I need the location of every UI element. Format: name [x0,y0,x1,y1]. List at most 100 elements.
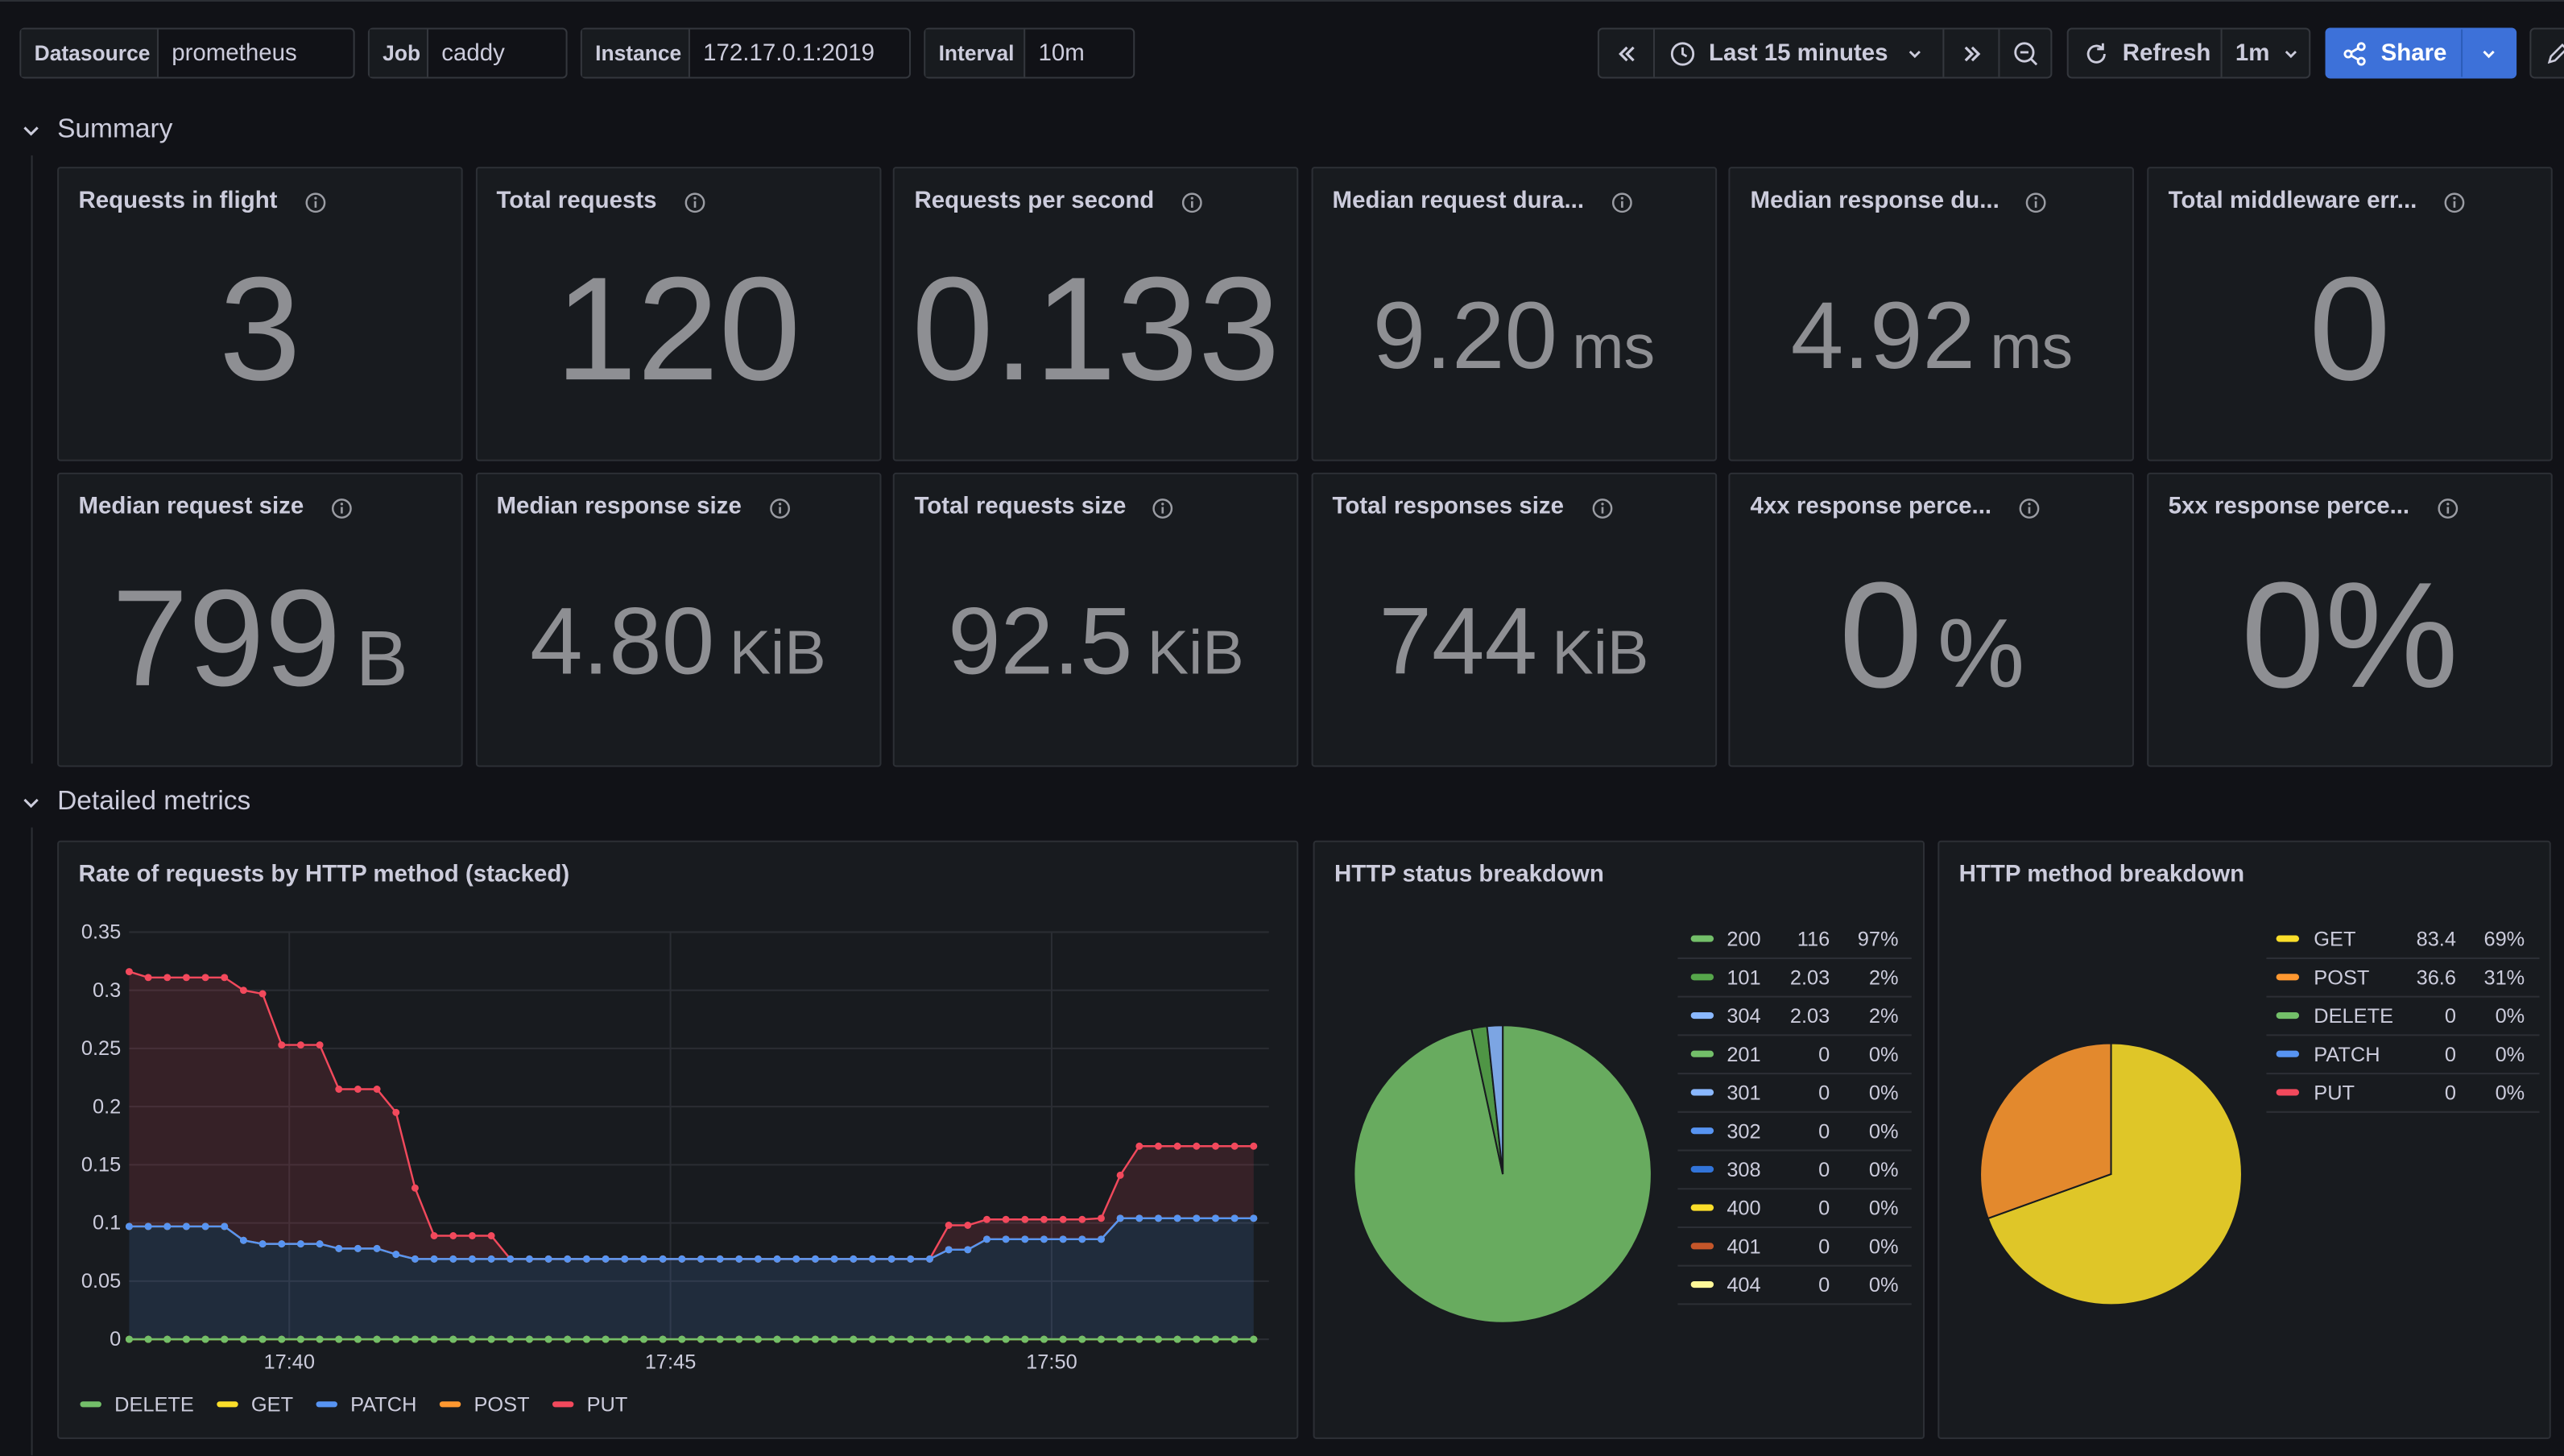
data-point [144,1335,152,1343]
data-point [1002,1335,1010,1343]
legend-label[interactable]: PATCH [2314,1044,2380,1066]
refresh-interval-picker[interactable]: 1m [2223,30,2310,77]
shift-back[interactable] [1599,29,1655,77]
data-point [507,1255,515,1263]
legend-label[interactable]: 401 [1727,1235,1760,1258]
share-button[interactable]: Share [2327,29,2463,77]
info-icon[interactable] [1611,192,1633,214]
stat-number: 0 [1838,552,1923,720]
info-icon[interactable] [304,192,327,214]
pie-slice[interactable] [1486,1024,1504,1175]
variable-value[interactable]: 10m [1025,30,1133,77]
legend-value: 2.03 [1790,966,1830,989]
refresh-label: Refresh [2122,39,2211,67]
row-chevron[interactable] [19,792,42,814]
stat-number: 799 [111,560,341,715]
row-title[interactable]: Summary [57,114,173,144]
info-icon[interactable] [1590,497,1613,519]
data-point [373,1244,381,1252]
info-icon[interactable] [1181,192,1203,214]
data-point [1040,1215,1048,1223]
row-chevron[interactable] [19,119,42,142]
info-icon[interactable] [768,497,791,519]
data-point [1173,1335,1181,1343]
stat-unit: KiB [1147,619,1244,689]
share-menu[interactable] [2463,30,2515,77]
legend-swatch [316,1401,337,1408]
variable-value[interactable]: caddy [428,30,566,77]
stat-panel: Requests in flight 3 [57,167,463,461]
legend-label[interactable]: DELETE [2314,1005,2393,1028]
data-point [239,1236,247,1244]
legend-label[interactable]: 304 [1727,1005,1760,1028]
data-point [1098,1235,1105,1243]
stat-number: 4.92 [1790,283,1975,390]
legend-percent: 0% [1869,1235,1899,1258]
variable-value[interactable]: 172.17.0.1:2019 [690,30,909,77]
data-point [1040,1235,1048,1243]
data-point [125,968,133,976]
legend-swatch [439,1401,461,1408]
data-point [125,1222,133,1231]
data-point [316,1335,324,1343]
legend-label[interactable]: POST [474,1393,529,1416]
data-point [887,1335,895,1343]
legend-label[interactable]: 201 [1727,1044,1760,1066]
info-icon[interactable] [2443,192,2466,214]
legend-label[interactable]: 302 [1727,1120,1760,1143]
data-point [296,1240,304,1248]
legend-label[interactable]: 101 [1727,966,1760,989]
stat-value: 4.80 KiB [477,594,879,709]
info-icon[interactable] [330,497,353,519]
panel-title: Total requests size [914,494,1127,520]
legend-swatch [217,1401,238,1408]
data-point [1021,1235,1029,1243]
data-point [850,1335,858,1343]
stat-panel: 4xx response perce... 0% [1729,472,2135,767]
variable-value[interactable]: prometheus [159,30,354,77]
legend-value: 0 [1818,1120,1830,1143]
edit-button[interactable] [2529,27,2564,79]
pie-slice[interactable] [1979,1042,2112,1220]
legend-label[interactable]: GET [251,1393,293,1416]
zoom-out[interactable] [2000,30,2050,77]
info-icon[interactable] [2019,497,2041,519]
pie-chart: GET 83.4 69% POST 36.6 31% DELETE 0 0% PATCH 0 0% PU… [1979,929,2540,1306]
pie-slice[interactable] [1987,1042,2243,1306]
panel-title: Median response du... [1750,188,2000,215]
legend-label[interactable]: 301 [1727,1082,1760,1105]
legend-label[interactable]: POST [2314,966,2369,989]
info-icon[interactable] [2437,497,2459,519]
data-point [1155,1335,1162,1343]
shift-forward[interactable] [1944,29,2000,77]
stat-panel: Median request dura... 9.20 ms [1311,167,1717,461]
legend-label[interactable]: PATCH [350,1393,416,1416]
data-point [1040,1335,1048,1343]
legend-label[interactable]: GET [2314,929,2355,951]
time-range: Last 15 minutes [1708,39,1888,67]
data-point [1098,1335,1105,1343]
info-icon[interactable] [1152,497,1174,519]
stat-panel: Requests per second 0.133 [893,167,1299,461]
row-title[interactable]: Detailed metrics [57,786,251,817]
legend-label[interactable]: PUT [587,1393,628,1416]
info-icon[interactable] [683,192,705,214]
data-point [411,1255,419,1263]
time-range-picker[interactable]: Last 15 minutes [1655,29,1945,77]
data-point [296,1335,304,1343]
refresh-button[interactable]: Refresh [2069,29,2223,77]
legend-label[interactable]: 200 [1727,929,1760,951]
data-point [564,1335,572,1343]
stat-panel: Median response size 4.80 KiB [475,472,881,767]
legend-label[interactable]: 404 [1727,1274,1760,1297]
legend-label[interactable]: PUT [2314,1082,2355,1105]
legend-label[interactable]: 308 [1727,1159,1760,1181]
stat-value: 4.92 ms [1731,283,2133,403]
legend-label[interactable]: 400 [1727,1197,1760,1220]
data-point [163,1335,172,1343]
legend-label[interactable]: DELETE [114,1393,194,1416]
data-point [201,974,209,982]
info-icon[interactable] [2025,192,2048,214]
data-point [983,1335,990,1343]
stat-number: 92.5 [948,589,1133,696]
